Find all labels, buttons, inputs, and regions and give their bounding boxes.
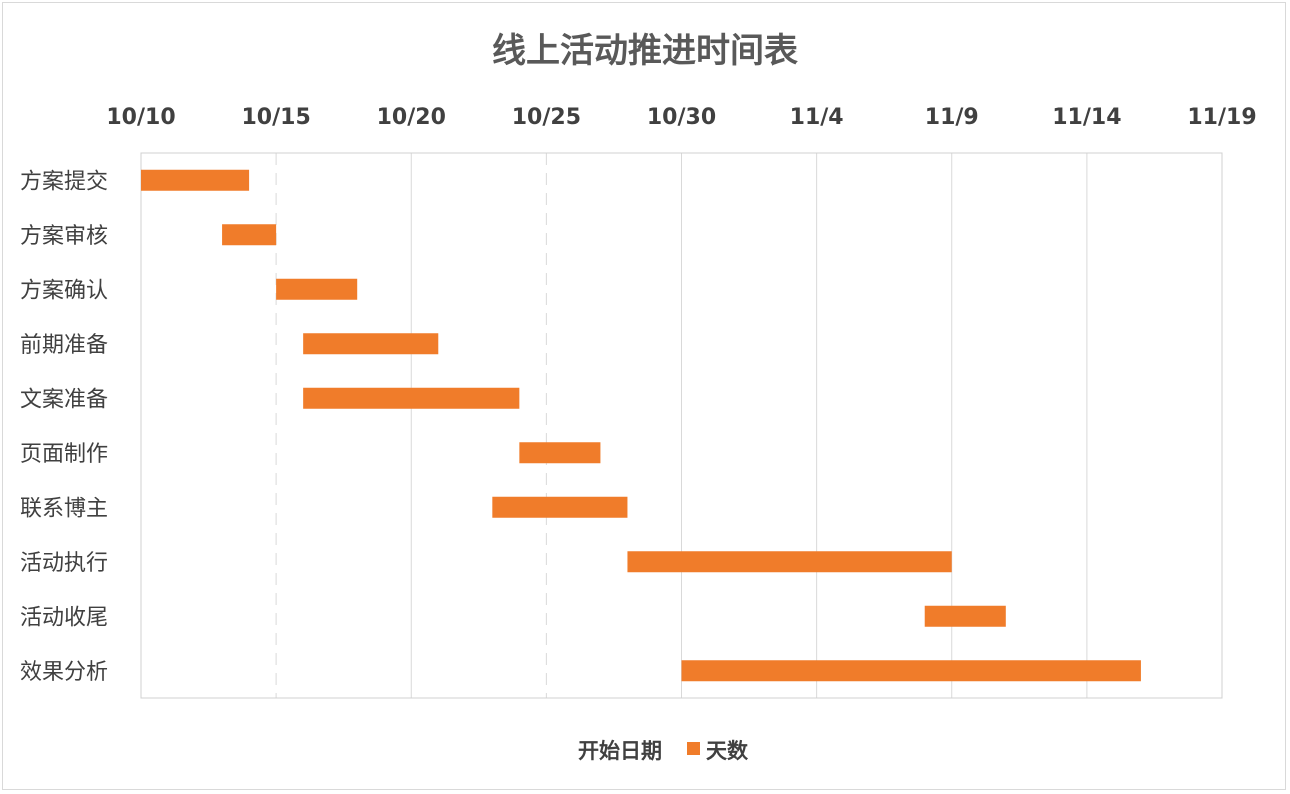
category-label: 方案确认 bbox=[20, 278, 108, 303]
legend-entry-start-date: 开始日期 bbox=[578, 739, 662, 763]
legend-swatch-days bbox=[687, 742, 700, 755]
category-label: 活动收尾 bbox=[20, 605, 108, 630]
category-label: 方案审核 bbox=[20, 224, 108, 249]
category-label: 联系博主 bbox=[20, 496, 108, 521]
x-tick-label: 10/20 bbox=[377, 105, 446, 130]
category-label: 效果分析 bbox=[20, 660, 108, 685]
bar-series bbox=[141, 169, 1141, 682]
x-tick-label: 10/25 bbox=[512, 105, 581, 130]
bar-days bbox=[141, 169, 250, 191]
x-tick-label: 11/9 bbox=[925, 105, 979, 130]
legend: 开始日期 天数 bbox=[578, 739, 749, 763]
x-tick-label: 10/15 bbox=[241, 105, 310, 130]
bar-days bbox=[519, 442, 601, 464]
grid-layer bbox=[275, 153, 1088, 698]
x-tick-label: 10/10 bbox=[106, 105, 175, 130]
category-label: 活动执行 bbox=[20, 551, 108, 576]
legend-entry-days: 天数 bbox=[706, 739, 749, 763]
x-axis-ticks: 10/10 10/15 10/20 10/25 10/30 11/4 11/9 11/14 11… bbox=[106, 105, 1256, 130]
x-tick-label: 11/19 bbox=[1187, 105, 1256, 130]
category-label: 页面制作 bbox=[20, 442, 108, 467]
bar-days bbox=[276, 278, 358, 300]
x-tick-label: 11/4 bbox=[790, 105, 844, 130]
x-tick-label: 11/14 bbox=[1052, 105, 1121, 130]
bar-days bbox=[492, 496, 628, 518]
bar-days bbox=[924, 605, 1006, 627]
bar-days bbox=[303, 333, 439, 355]
category-label: 方案提交 bbox=[20, 169, 108, 194]
category-label: 前期准备 bbox=[20, 333, 108, 358]
bar-days bbox=[627, 551, 952, 573]
x-tick-label: 10/30 bbox=[647, 105, 716, 130]
chart-title: 线上活动推进时间表 bbox=[492, 31, 798, 71]
bar-days bbox=[303, 387, 520, 409]
bar-days bbox=[222, 224, 277, 246]
plot-area bbox=[140, 152, 1223, 699]
category-label: 文案准备 bbox=[20, 387, 108, 412]
bar-days bbox=[681, 660, 1141, 682]
